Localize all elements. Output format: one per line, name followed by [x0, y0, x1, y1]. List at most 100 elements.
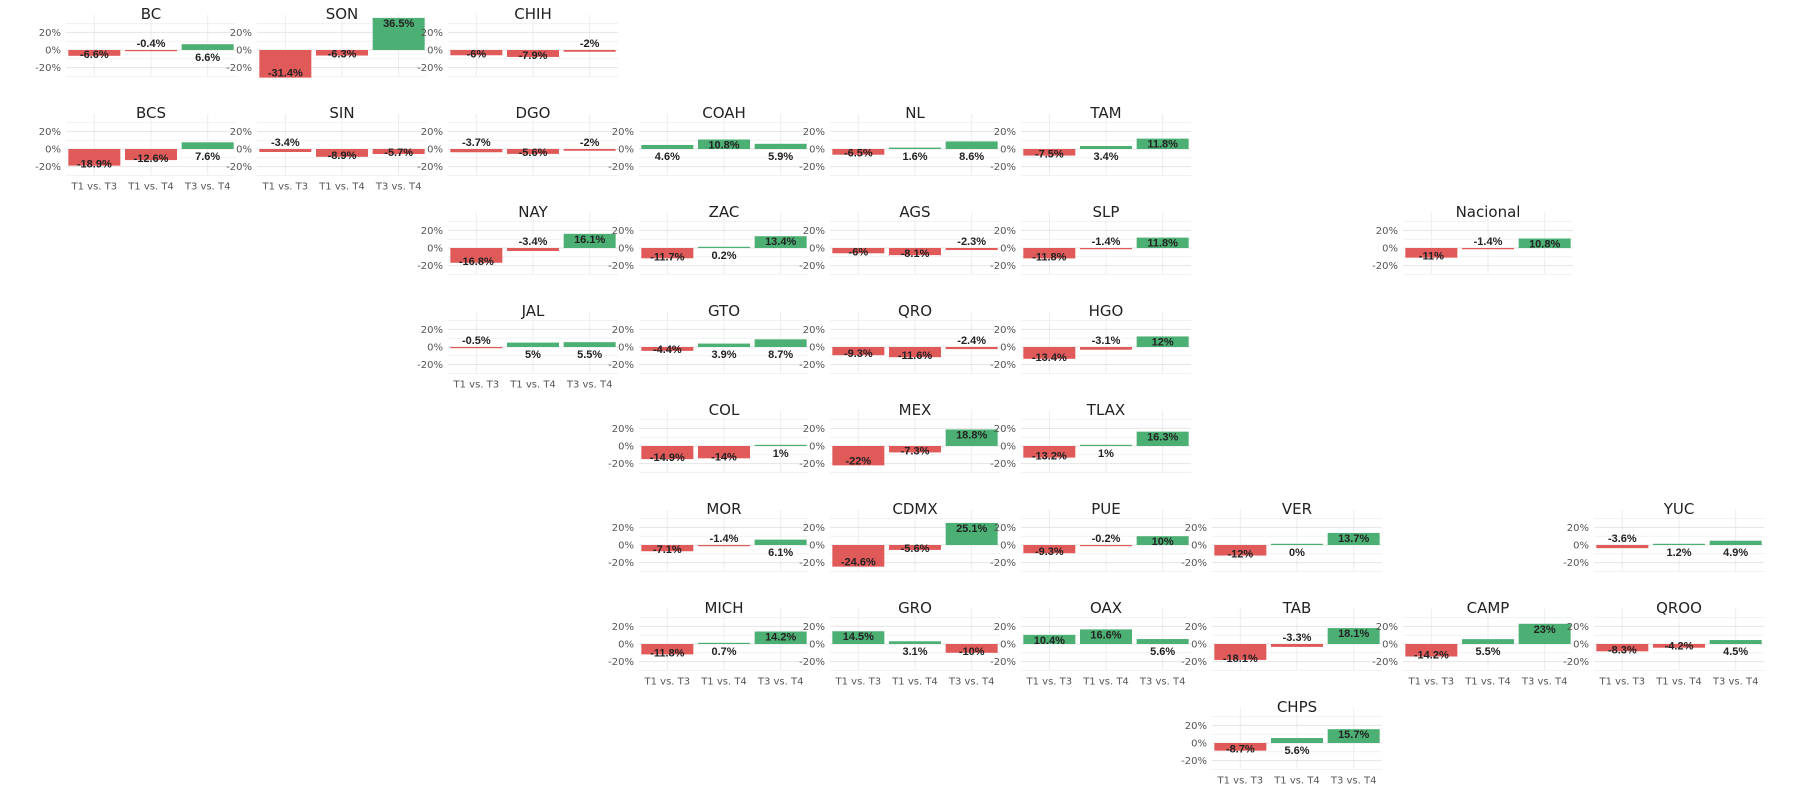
x-tick-label: T1 vs. T3	[453, 379, 500, 390]
data-label: -16.8%	[459, 256, 494, 268]
bar	[945, 522, 998, 545]
panel-title: AGS	[899, 203, 930, 221]
data-label: -13.2%	[1032, 451, 1067, 463]
x-tick-label: T1 vs. T4	[891, 676, 938, 687]
y-tick-label: 0%	[1000, 145, 1016, 156]
y-tick-label: -20%	[990, 558, 1016, 569]
data-label: -6.5%	[844, 148, 873, 160]
x-tick-label: T1 vs. T4	[318, 181, 365, 192]
x-tick-label: T3 vs. T4	[1330, 775, 1377, 786]
x-tick-label: T3 vs. T4	[375, 181, 422, 192]
data-label: -3.4%	[519, 236, 548, 248]
bar	[945, 347, 998, 350]
panel-title: TLAX	[1086, 401, 1125, 419]
bar	[1709, 540, 1762, 545]
bar	[945, 429, 998, 446]
bar	[641, 644, 694, 655]
bar	[1023, 347, 1076, 359]
bar	[832, 149, 885, 155]
data-label: -4.2%	[1665, 641, 1694, 653]
bar	[889, 641, 941, 644]
bar	[259, 50, 312, 78]
bar	[563, 50, 616, 52]
y-tick-label: -20%	[1372, 657, 1398, 668]
y-tick-label: 0%	[809, 343, 825, 354]
y-tick-label: -20%	[417, 261, 443, 272]
bar	[641, 545, 694, 552]
bar	[507, 149, 559, 154]
bar	[316, 149, 368, 157]
bar	[1653, 543, 1705, 545]
data-label: 14.2%	[765, 632, 796, 644]
panel-title: TAM	[1089, 104, 1121, 122]
y-tick-label: 0%	[618, 640, 634, 651]
y-tick-label: 20%	[994, 622, 1016, 633]
y-tick-label: -20%	[1563, 558, 1589, 569]
x-tick-label: T1 vs. T3	[835, 676, 882, 687]
y-tick-label: -20%	[1181, 657, 1207, 668]
data-label: -7.3%	[901, 445, 930, 457]
y-tick-label: 20%	[803, 127, 825, 138]
bar	[945, 644, 998, 653]
data-label: 16.3%	[1147, 432, 1178, 444]
data-label: 5.5%	[1475, 646, 1500, 658]
data-label: 13.7%	[1338, 533, 1369, 545]
data-label: -11%	[1419, 251, 1444, 263]
bar	[1518, 238, 1571, 248]
x-tick-label: T1 vs. T4	[1273, 775, 1320, 786]
y-tick-label: 20%	[612, 325, 634, 336]
bar	[1596, 545, 1649, 549]
data-label: 8.6%	[959, 151, 984, 163]
y-tick-label: -20%	[35, 63, 61, 74]
bar	[1023, 634, 1076, 644]
bar	[1080, 146, 1132, 149]
y-tick-label: 0%	[45, 46, 61, 57]
y-tick-label: -20%	[608, 360, 634, 371]
data-label: 4.6%	[655, 151, 680, 163]
y-tick-label: 20%	[1185, 523, 1207, 534]
x-tick-label: T1 vs. T4	[700, 676, 747, 687]
y-tick-label: 0%	[1573, 640, 1589, 651]
data-label: -8.9%	[328, 150, 357, 162]
panel-title: SLP	[1093, 203, 1120, 221]
bar	[1271, 543, 1323, 545]
y-tick-label: -20%	[1181, 756, 1207, 767]
y-tick-label: 0%	[618, 343, 634, 354]
data-label: 8.7%	[768, 349, 793, 361]
data-label: 11.8%	[1147, 238, 1178, 250]
y-tick-label: 20%	[803, 424, 825, 435]
data-label: 12%	[1152, 336, 1174, 348]
y-tick-label: 20%	[1185, 622, 1207, 633]
x-tick-label: T1 vs. T4	[1082, 676, 1129, 687]
data-label: -3.3%	[1283, 632, 1312, 644]
panel-title: MICH	[704, 599, 743, 617]
bar	[1214, 644, 1267, 660]
bar	[1136, 336, 1189, 347]
bar	[507, 248, 559, 251]
data-label: 5.5%	[577, 349, 602, 361]
y-tick-label: 20%	[1376, 622, 1398, 633]
data-label: 6.6%	[195, 52, 220, 64]
data-label: 10.8%	[708, 139, 739, 151]
bar	[889, 147, 941, 149]
bar	[698, 343, 750, 347]
x-tick-label: T1 vs. T4	[127, 181, 174, 192]
x-tick-label: T1 vs. T3	[71, 181, 118, 192]
y-tick-label: 20%	[994, 226, 1016, 237]
bar	[1405, 644, 1458, 657]
data-label: 1%	[1098, 448, 1114, 460]
data-label: 6.1%	[768, 547, 793, 559]
data-label: 13.4%	[765, 236, 796, 248]
data-label: 5.9%	[768, 151, 793, 163]
data-label: -9.3%	[1035, 546, 1064, 558]
y-tick-label: -20%	[35, 162, 61, 173]
y-tick-label: 20%	[421, 28, 443, 39]
y-tick-label: 0%	[618, 244, 634, 255]
x-tick-label: T1 vs. T3	[1599, 676, 1646, 687]
data-label: -2.3%	[957, 236, 986, 248]
y-tick-label: 20%	[994, 424, 1016, 435]
y-tick-label: -20%	[608, 459, 634, 470]
y-tick-label: -20%	[417, 162, 443, 173]
panel-title: Nacional	[1456, 203, 1521, 221]
y-tick-label: 0%	[1573, 541, 1589, 552]
